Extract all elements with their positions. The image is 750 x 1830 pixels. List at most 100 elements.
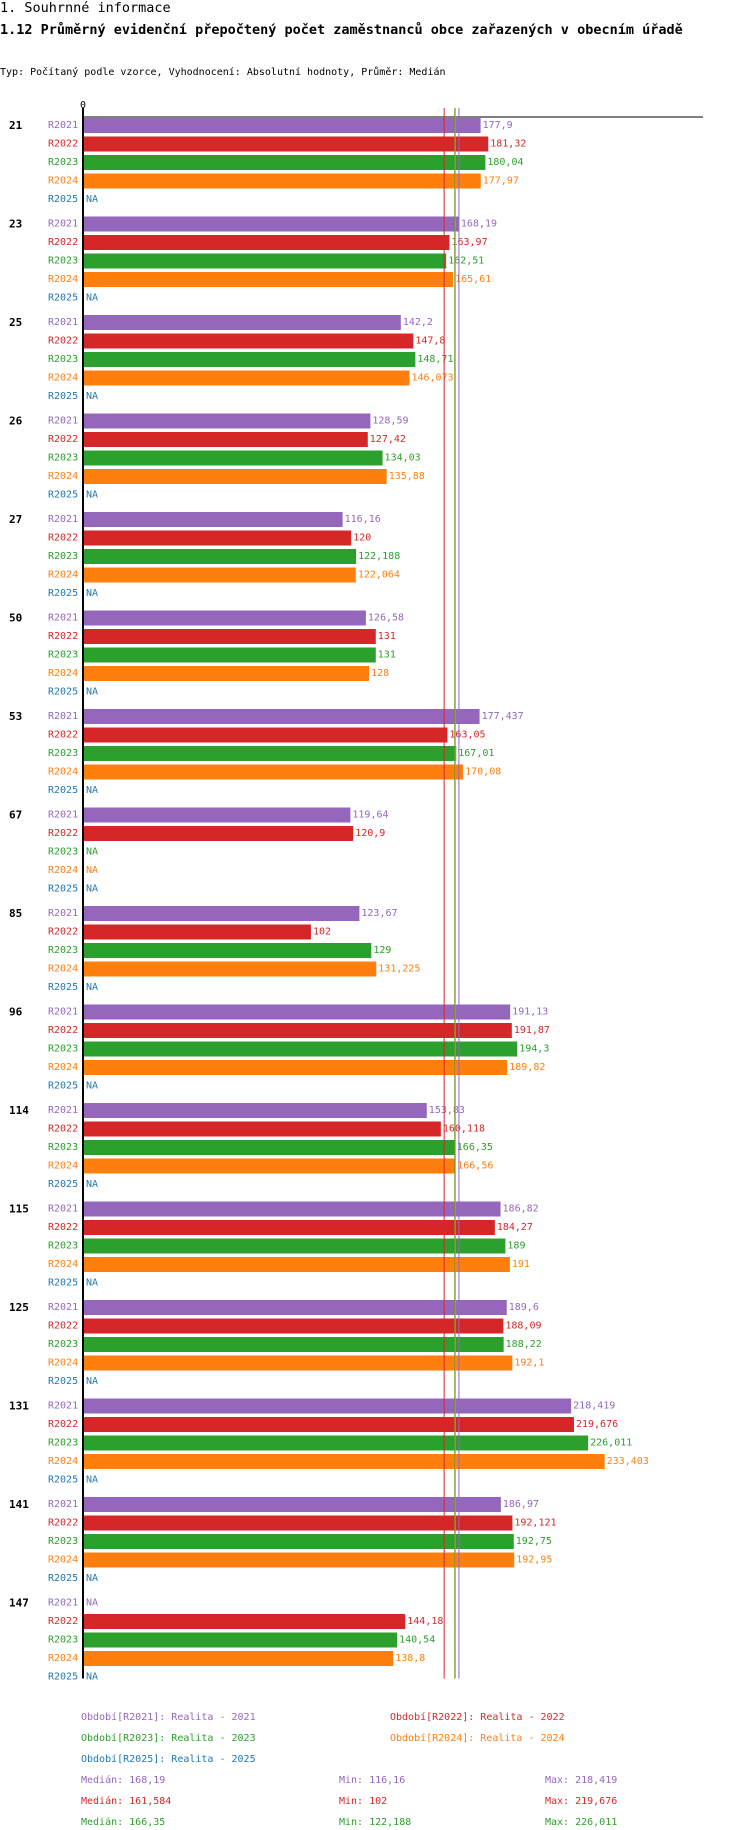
series-row-label: R2023 <box>48 650 78 661</box>
series-row-label: R2022 <box>48 1222 78 1233</box>
category-label: 53 <box>9 710 22 723</box>
series-row-label: R2022 <box>48 1419 78 1430</box>
series-row-label: R2024 <box>48 1555 78 1566</box>
series-row-label: R2024 <box>48 1653 78 1664</box>
data-label: 144,18 <box>407 1616 443 1627</box>
data-label: 122,188 <box>358 551 400 562</box>
bar <box>83 118 481 133</box>
series-row-label: R2021 <box>48 1105 78 1116</box>
data-label: 138,8 <box>395 1653 425 1664</box>
series-row-label: R2025 <box>48 1672 78 1683</box>
data-label: 120 <box>353 533 371 544</box>
series-row-label: R2022 <box>48 434 78 445</box>
series-row-label: R2024 <box>48 767 78 778</box>
series-row-label: R2023 <box>48 256 78 267</box>
bar <box>83 1140 455 1155</box>
series-row-label: R2021 <box>48 317 78 328</box>
stat-min: Min: 122,188 <box>339 1817 411 1828</box>
series-row-label: R2021 <box>48 514 78 525</box>
series-row-label: R2023 <box>48 945 78 956</box>
bar <box>83 413 371 429</box>
bar <box>83 727 448 743</box>
category-label: 50 <box>9 612 22 625</box>
category-label: 85 <box>9 907 22 920</box>
data-label: 191 <box>512 1259 530 1270</box>
series-row-label: R2024 <box>48 373 78 384</box>
series-row-label: R2022 <box>48 237 78 248</box>
bar <box>83 1614 406 1629</box>
bar <box>83 1257 510 1272</box>
bar <box>83 1355 513 1371</box>
category-label: 23 <box>9 218 22 231</box>
bar <box>83 1220 495 1235</box>
data-label: 165,61 <box>455 274 491 285</box>
stat-median: Medián: 161,584 <box>81 1795 171 1807</box>
bar-chart: 0 21 R2021 177,9 R2022 181,32 R2023 180,04 R2024… <box>9 100 703 1828</box>
series-row-label: R2023 <box>48 1339 78 1350</box>
series-row-label: R2025 <box>48 1475 78 1486</box>
stat-max: Max: 218,419 <box>545 1775 617 1786</box>
bar <box>83 216 459 232</box>
bar <box>83 549 357 564</box>
series-row-label: R2022 <box>48 336 78 347</box>
bar <box>83 1041 518 1057</box>
data-label: NA <box>86 1278 98 1289</box>
series-row-label: R2021 <box>48 1302 78 1313</box>
bar <box>83 1552 515 1568</box>
bar <box>83 764 464 780</box>
data-label: 123,67 <box>361 908 397 919</box>
data-label: 127,42 <box>370 434 406 445</box>
bar <box>83 272 454 287</box>
bar <box>83 530 352 546</box>
data-label: 167,01 <box>458 748 494 759</box>
series-row-label: R2025 <box>48 1081 78 1092</box>
data-label: 128,59 <box>372 416 408 427</box>
bar <box>83 826 354 841</box>
legend-item: Období[R2023]: Realita - 2023 <box>81 1732 256 1744</box>
series-row-label: R2025 <box>48 490 78 501</box>
data-label: NA <box>86 1376 98 1387</box>
series-row-label: R2021 <box>48 908 78 919</box>
category-label: 131 <box>9 1400 29 1413</box>
bar <box>83 647 376 663</box>
series-row-label: R2024 <box>48 1161 78 1172</box>
series-row-label: R2025 <box>48 391 78 402</box>
bar <box>83 1158 456 1174</box>
data-label: NA <box>86 687 98 698</box>
bar <box>83 610 366 626</box>
data-label: 129 <box>373 945 391 956</box>
bar <box>83 961 377 977</box>
data-label: 142,2 <box>403 317 433 328</box>
data-label: 188,09 <box>505 1321 541 1332</box>
series-row-label: R2025 <box>48 194 78 205</box>
series-row-label: R2022 <box>48 1321 78 1332</box>
data-label: 188,22 <box>506 1339 542 1350</box>
bar <box>83 253 447 269</box>
data-label: NA <box>86 293 98 304</box>
series-row-label: R2025 <box>48 687 78 698</box>
stat-max: Max: 219,676 <box>545 1796 617 1807</box>
data-label: NA <box>86 884 98 895</box>
data-label: 131 <box>378 631 396 642</box>
category-label: 147 <box>9 1597 29 1610</box>
series-row-label: R2023 <box>48 847 78 858</box>
data-label: 186,82 <box>503 1204 539 1215</box>
category-label: 21 <box>9 119 23 132</box>
data-label: 194,3 <box>519 1044 549 1055</box>
series-row-label: R2023 <box>48 1142 78 1153</box>
data-label: 226,011 <box>590 1438 632 1449</box>
section-title: 1. Souhrnné informace <box>0 0 171 16</box>
series-row-label: R2021 <box>48 120 78 131</box>
bar <box>83 1398 572 1414</box>
series-row-label: R2024 <box>48 1259 78 1270</box>
series-row-label: R2025 <box>48 1179 78 1190</box>
bar <box>83 906 360 921</box>
legend-item: Období[R2025]: Realita - 2025 <box>81 1753 256 1765</box>
data-label: 120,9 <box>355 828 385 839</box>
series-row-label: R2023 <box>48 354 78 365</box>
series-row-label: R2023 <box>48 1044 78 1055</box>
data-label: 177,437 <box>482 711 524 722</box>
series-row-label: R2025 <box>48 293 78 304</box>
series-row-label: R2023 <box>48 1536 78 1547</box>
data-label: 147,8 <box>415 336 445 347</box>
